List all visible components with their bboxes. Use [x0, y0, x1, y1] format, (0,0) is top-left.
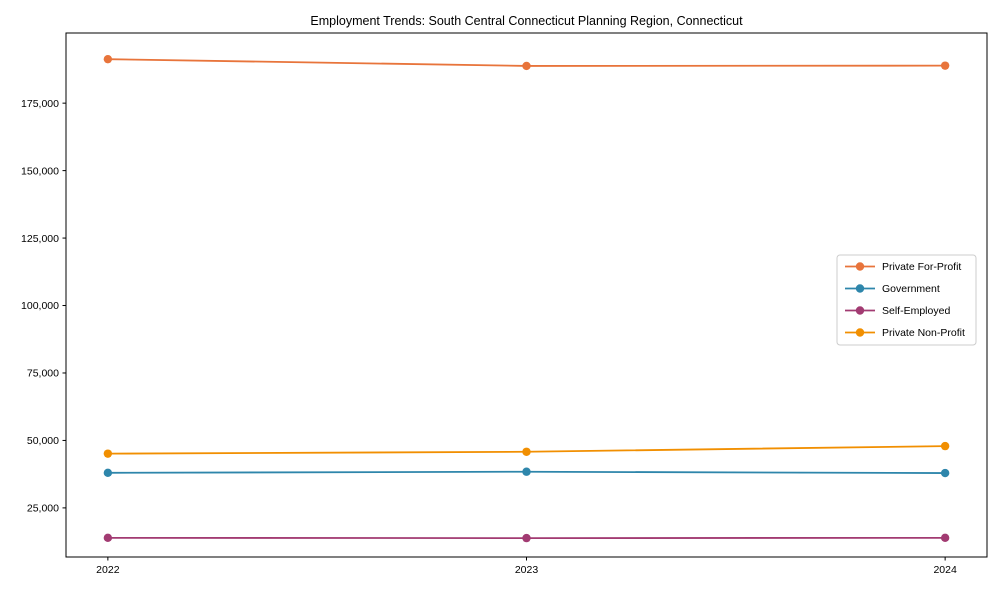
y-axis-tick-label: 50,000: [27, 435, 59, 447]
legend-label: Government: [882, 283, 940, 295]
legend-swatch-dot: [855, 328, 865, 337]
data-point-government-2022: [103, 468, 113, 478]
legend-swatch-dot: [855, 306, 865, 315]
x-axis-tick-label: 2023: [515, 564, 539, 576]
legend-label: Self-Employed: [882, 305, 950, 317]
y-axis-tick-label: 25,000: [27, 503, 59, 515]
data-point-self-employed-2022: [103, 533, 113, 543]
legend-swatch-dot: [855, 262, 865, 271]
data-point-private-non-profit-2023: [522, 447, 531, 456]
y-axis-tick-label: 175,000: [21, 98, 59, 110]
data-point-government-2023: [522, 467, 531, 476]
data-point-self-employed-2024: [940, 533, 950, 543]
x-axis-tick-label: 2024: [933, 564, 957, 576]
data-point-private-for-profit-2023: [522, 61, 531, 71]
data-point-government-2024: [940, 468, 950, 478]
data-point-private-for-profit-2022: [103, 54, 113, 64]
y-axis-tick-label: 125,000: [21, 233, 59, 245]
data-point-private-non-profit-2022: [103, 449, 113, 458]
y-axis-tick-label: 100,000: [21, 300, 59, 312]
legend-label: Private Non-Profit: [882, 327, 965, 339]
x-axis-tick-label: 2022: [96, 564, 120, 576]
data-point-self-employed-2023: [522, 533, 531, 543]
data-point-private-non-profit-2024: [940, 441, 950, 451]
y-axis-tick-label: 150,000: [21, 165, 59, 177]
chart-title: Employment Trends: South Central Connect…: [310, 14, 743, 28]
y-axis-tick-label: 75,000: [27, 368, 59, 380]
legend-label: Private For-Profit: [882, 261, 961, 273]
legend-swatch-dot: [855, 284, 865, 293]
data-point-private-for-profit-2024: [940, 61, 950, 70]
legend-box: [836, 254, 977, 346]
